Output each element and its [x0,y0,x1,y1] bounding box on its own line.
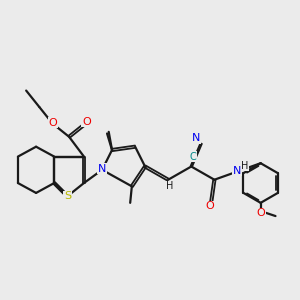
Text: H: H [166,181,173,191]
Text: O: O [205,201,214,211]
Text: N: N [233,166,241,176]
Text: O: O [82,117,91,127]
Text: N: N [98,164,106,174]
Text: S: S [64,191,71,201]
Text: O: O [256,208,265,218]
Text: H: H [241,160,248,170]
Text: O: O [48,118,57,128]
Text: N: N [192,134,200,143]
Text: C: C [190,152,196,162]
